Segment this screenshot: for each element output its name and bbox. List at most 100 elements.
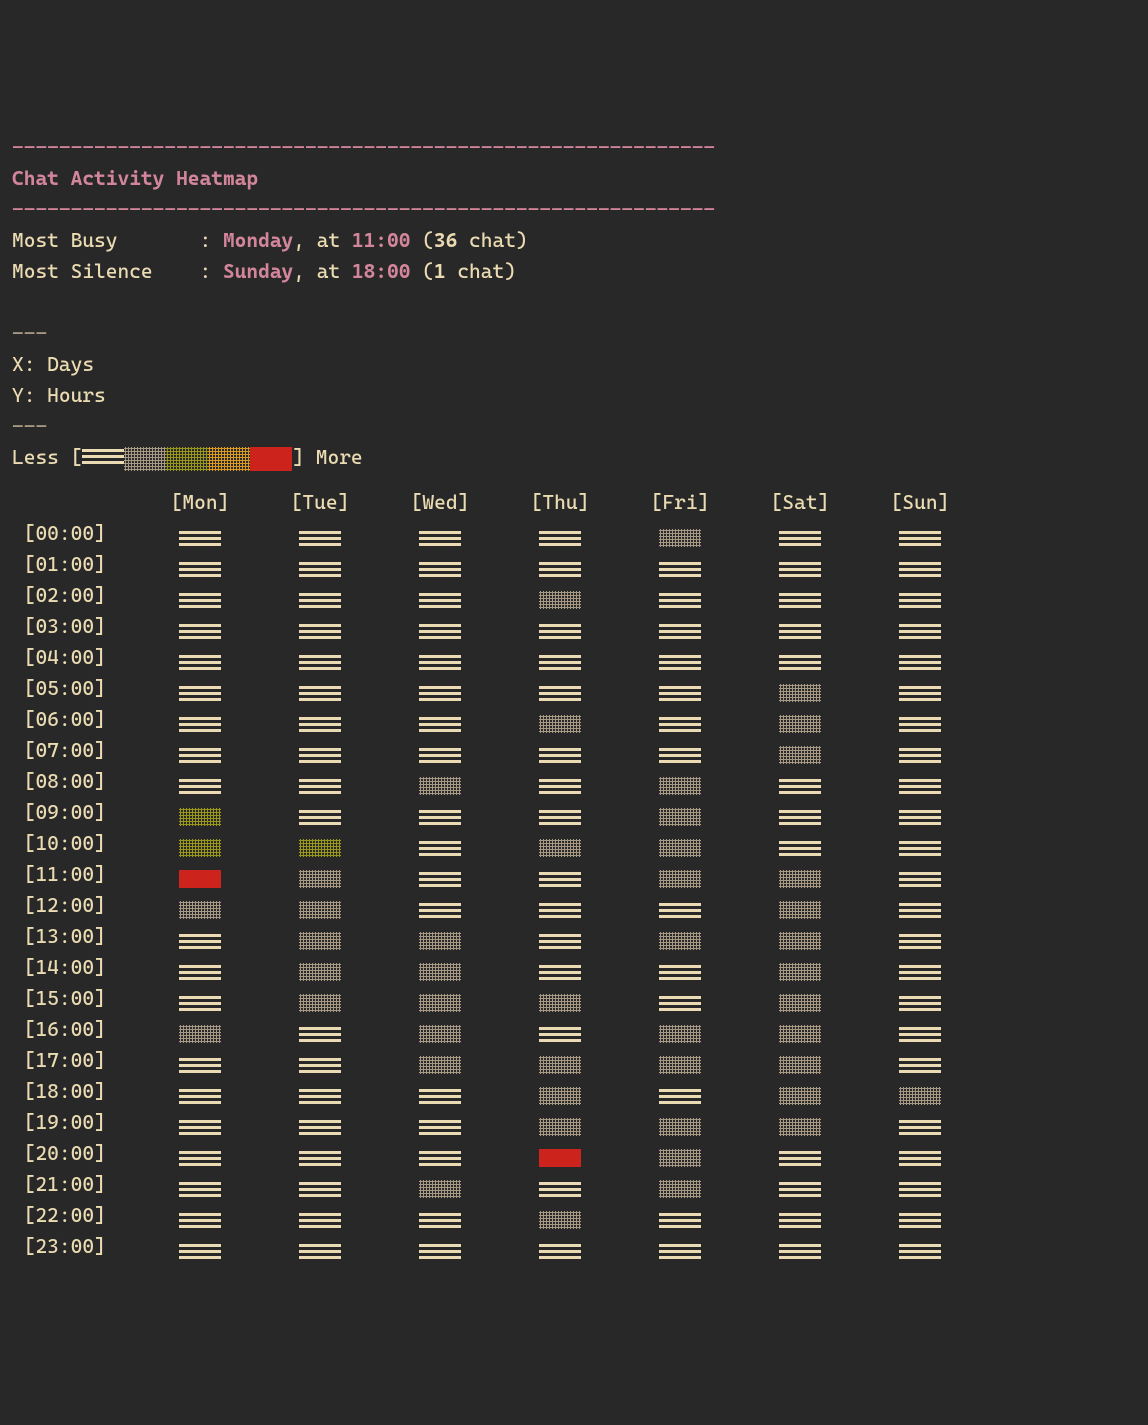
heatmap-cell [380,773,500,791]
heatmap-cell [260,1145,380,1163]
heatmap-cell-glyph [419,649,461,667]
heatmap-cell-glyph [299,525,341,543]
heatmap-cell-glyph [419,680,461,698]
heatmap-cell-glyph [299,959,341,977]
heatmap-cell-glyph [539,1114,581,1132]
heatmap-cell-glyph [659,711,701,729]
legend-step [82,447,124,471]
hour-label: [02:00] [12,580,140,611]
heatmap-cell [500,1145,620,1163]
heatmap-cell [620,835,740,853]
heatmap-cell-glyph [779,742,821,760]
heatmap-cell-glyph [539,773,581,791]
heatmap-row: [17:00] [12,1045,1136,1076]
heatmap-cell [260,1021,380,1039]
heatmap-cell [140,1052,260,1070]
heatmap-cell [860,1021,980,1039]
hour-label: [15:00] [12,983,140,1014]
heatmap-cell [860,711,980,729]
day-header: [Sat] [740,487,860,518]
heatmap-row: [15:00] [12,983,1136,1014]
heatmap-cell [740,928,860,946]
heatmap-cell [140,1021,260,1039]
heatmap-cell-glyph [539,649,581,667]
heatmap-cell [380,959,500,977]
heatmap-cell-glyph [779,1083,821,1101]
heatmap-cell [260,866,380,884]
heatmap-cell-glyph [659,1176,701,1194]
heatmap-row: [00:00] [12,518,1136,549]
heatmap-cell-glyph [419,773,461,791]
heatmap-row: [10:00] [12,828,1136,859]
heatmap-row: [12:00] [12,890,1136,921]
heatmap-cell [140,1145,260,1163]
heatmap-cell-glyph [779,587,821,605]
heatmap-cell-glyph [659,1083,701,1101]
heatmap-cell-glyph [179,711,221,729]
heatmap-cell [500,1083,620,1101]
heatmap-cell [860,1052,980,1070]
heatmap-cell [260,1238,380,1256]
axes-sep-2: --- [12,411,1136,442]
heatmap-cell-glyph [539,742,581,760]
heatmap-cell-glyph [419,928,461,946]
heatmap-cell [260,897,380,915]
heatmap-cell [740,1145,860,1163]
heatmap-cell [380,556,500,574]
heatmap-cell-glyph [179,897,221,915]
day-header: [Wed] [380,487,500,518]
heatmap-cell [260,990,380,1008]
heatmap-cell-glyph [899,897,941,915]
heatmap-cell [380,1238,500,1256]
heatmap-cell-glyph [899,990,941,1008]
heatmap-cell [620,1145,740,1163]
heatmap-cell [260,680,380,698]
heatmap-cell [860,1145,980,1163]
heatmap-cell [260,1207,380,1225]
heatmap-cell-glyph [179,928,221,946]
heatmap-cell [380,1021,500,1039]
heatmap-cell-glyph [419,587,461,605]
heatmap-row: [16:00] [12,1014,1136,1045]
heatmap-cell-glyph [179,1021,221,1039]
heatmap-row: [04:00] [12,642,1136,673]
heatmap-cell [500,556,620,574]
heatmap-cell [260,1083,380,1101]
legend-line: Less [] More [12,442,1136,473]
heatmap-cell-glyph [419,897,461,915]
heatmap-cell [500,928,620,946]
heatmap-cell-glyph [299,990,341,1008]
heatmap-cell [740,742,860,760]
heatmap-cell [740,866,860,884]
heatmap-cell [380,990,500,1008]
heatmap-cell [860,1238,980,1256]
heatmap-row: [23:00] [12,1231,1136,1262]
heatmap-cell [260,959,380,977]
heatmap-cell-glyph [779,1176,821,1194]
hour-label: [20:00] [12,1138,140,1169]
heatmap-cell-glyph [299,1145,341,1163]
heatmap-cell [620,804,740,822]
heatmap-cell-glyph [659,866,701,884]
heatmap-cell [260,649,380,667]
heatmap-cell-glyph [419,1145,461,1163]
heatmap-cell [500,866,620,884]
heatmap-row: [11:00] [12,859,1136,890]
hour-label: [01:00] [12,549,140,580]
heatmap-cell-glyph [659,587,701,605]
heatmap-row: [01:00] [12,549,1136,580]
heatmap-cell-glyph [659,990,701,1008]
hour-label: [23:00] [12,1231,140,1262]
heatmap-cell-glyph [659,1145,701,1163]
heatmap-cell [140,742,260,760]
heatmap-cell [740,1052,860,1070]
heatmap-cell-glyph [419,556,461,574]
hour-label: [04:00] [12,642,140,673]
heatmap-cell [500,990,620,1008]
heatmap-cell [380,1114,500,1132]
heatmap-cell [380,1207,500,1225]
heatmap-cell [740,1176,860,1194]
heatmap-cell-glyph [179,959,221,977]
legend-step [124,447,166,471]
hour-label: [16:00] [12,1014,140,1045]
